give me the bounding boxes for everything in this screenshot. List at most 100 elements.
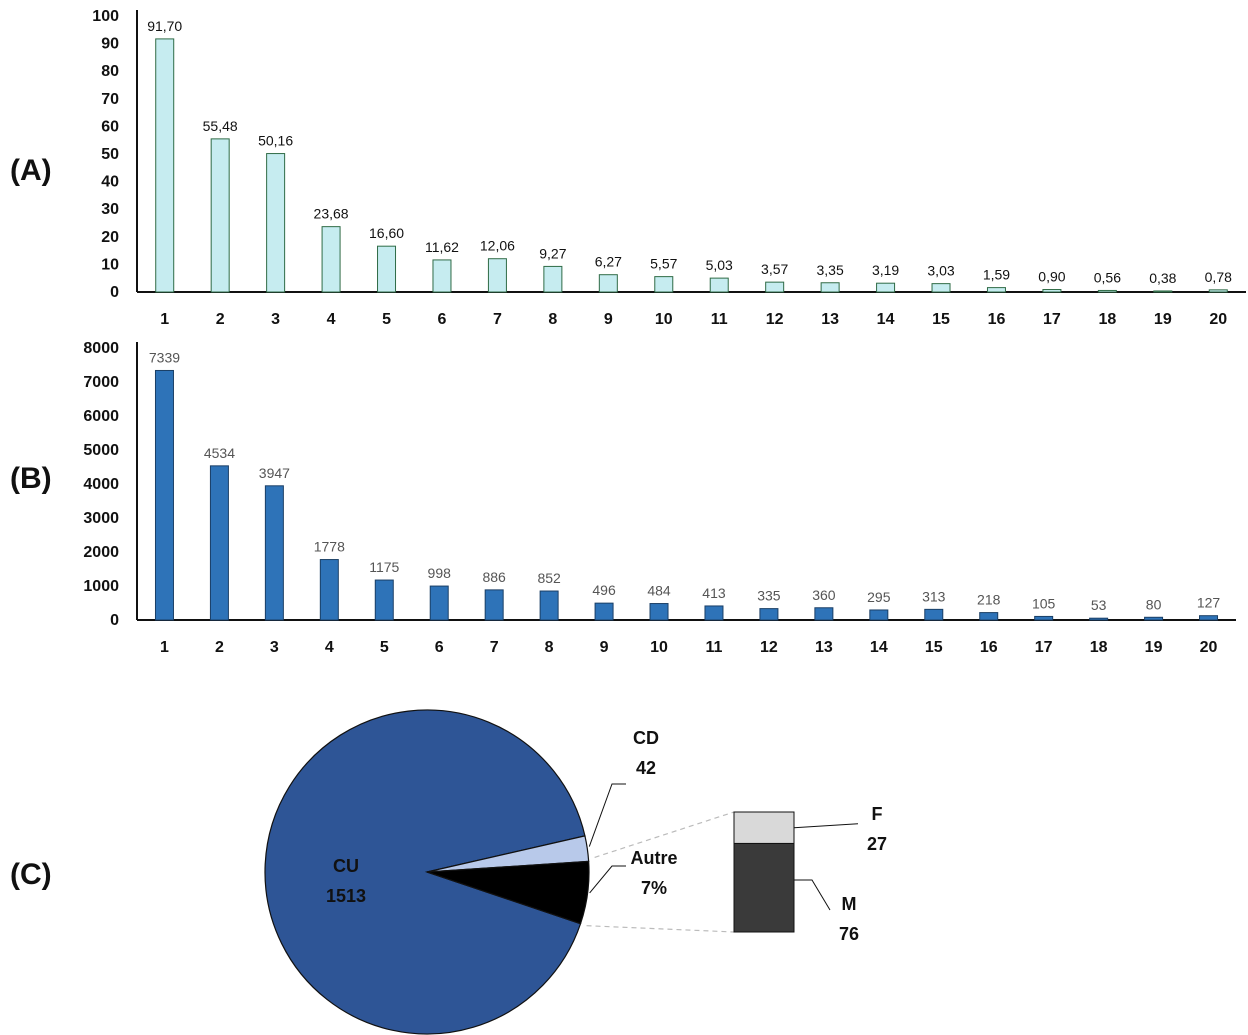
pie-label-cd-value: 42 — [636, 758, 656, 778]
bar-value-label: 313 — [922, 588, 946, 604]
breakdown-label-m-name: M — [842, 894, 857, 914]
bar-value-label: 105 — [1032, 595, 1056, 611]
bar — [1153, 290, 1173, 293]
bar — [319, 559, 339, 621]
x-tick-label: 4 — [325, 639, 334, 656]
y-tick-label: 20 — [101, 229, 119, 246]
bar-value-label: 413 — [702, 585, 726, 601]
bar — [979, 612, 999, 621]
y-tick-label: 100 — [92, 8, 119, 25]
bar — [709, 277, 729, 293]
bar — [654, 276, 674, 293]
y-tick-label: 0 — [110, 612, 119, 629]
bar — [321, 226, 341, 293]
bar-value-label: 7339 — [149, 349, 180, 365]
bar — [543, 265, 563, 293]
y-tick-label: 50 — [101, 146, 119, 163]
y-tick-label: 60 — [101, 118, 119, 135]
bar — [429, 585, 449, 621]
bar-value-label: 0,56 — [1094, 269, 1121, 285]
x-tick-label: 1 — [160, 311, 169, 328]
y-tick-label: 0 — [110, 284, 119, 301]
bar-value-label: 0,38 — [1149, 270, 1176, 286]
bar-value-label: 9,27 — [539, 245, 566, 261]
x-tick-label: 11 — [706, 639, 723, 656]
bar — [759, 608, 779, 621]
bar-value-label: 53 — [1091, 597, 1107, 613]
bar-value-label: 50,16 — [258, 133, 293, 149]
connector-line-top — [594, 811, 735, 858]
x-tick-label: 9 — [600, 639, 609, 656]
bar — [484, 589, 504, 621]
bar — [432, 259, 452, 293]
x-tick-label: 8 — [548, 311, 557, 328]
bar-value-label: 23,68 — [314, 206, 349, 222]
pie-slice-cu — [264, 709, 586, 1035]
x-tick-label: 7 — [490, 639, 499, 656]
pie-label-cu-value: 1513 — [326, 886, 366, 906]
pie-label-autre-value: 7% — [641, 878, 667, 898]
leader-line-m — [794, 879, 831, 911]
breakdown-label-f-value: 27 — [867, 834, 887, 854]
x-tick-label: 7 — [493, 311, 502, 328]
x-tick-label: 1 — [160, 639, 169, 656]
bar-value-label: 335 — [757, 588, 781, 604]
x-tick-label: 2 — [216, 311, 225, 328]
x-tick-label: 13 — [821, 311, 839, 328]
x-tick-label: 15 — [925, 639, 943, 656]
x-tick-label: 2 — [215, 639, 224, 656]
y-tick-label: 5000 — [83, 442, 119, 459]
bar-value-label: 16,60 — [369, 225, 404, 241]
bar-value-label: 218 — [977, 592, 1001, 608]
bar-value-label: 5,03 — [706, 257, 733, 273]
bar-value-label: 3,57 — [761, 261, 788, 277]
x-tick-label: 3 — [271, 311, 280, 328]
y-tick-label: 2000 — [83, 544, 119, 561]
bar-value-label: 91,70 — [147, 18, 182, 34]
y-tick-label: 80 — [101, 63, 119, 80]
bar — [1199, 615, 1219, 621]
x-tick-label: 5 — [380, 639, 389, 656]
bar — [1144, 616, 1164, 621]
panel-label-a: (A) — [10, 154, 52, 187]
bar-value-label: 295 — [867, 589, 891, 605]
x-tick-label: 5 — [382, 311, 391, 328]
bar-value-label: 3947 — [259, 465, 290, 481]
y-tick-label: 7000 — [83, 374, 119, 391]
pie-label-autre-name: Autre — [630, 848, 677, 868]
panel-label-c: (C) — [10, 858, 52, 891]
x-tick-label: 19 — [1145, 639, 1163, 656]
y-tick-label: 90 — [101, 36, 119, 53]
chart-b: (B) 010002000300040005000600070008000733… — [10, 340, 1236, 656]
y-tick-label: 6000 — [83, 408, 119, 425]
bar — [154, 369, 174, 621]
bar-value-label: 127 — [1197, 595, 1221, 611]
y-tick-label: 4000 — [83, 476, 119, 493]
bar — [1089, 617, 1109, 621]
bar — [487, 258, 507, 293]
x-tick-label: 10 — [655, 311, 673, 328]
x-tick-label: 17 — [1043, 311, 1061, 328]
bar-value-label: 484 — [647, 583, 671, 599]
x-tick-label: 14 — [870, 639, 888, 656]
x-tick-label: 20 — [1209, 311, 1227, 328]
breakdown-segment-m — [733, 842, 795, 933]
bar-value-label: 360 — [812, 587, 836, 603]
pie-label-cu-name: CU — [333, 856, 359, 876]
x-tick-label: 6 — [435, 639, 444, 656]
bar — [1097, 289, 1117, 293]
panel-label-b: (B) — [10, 462, 52, 495]
bar-value-label: 1175 — [369, 559, 399, 575]
x-tick-label: 12 — [760, 639, 778, 656]
y-tick-label: 1000 — [83, 578, 119, 595]
y-tick-label: 10 — [101, 256, 119, 273]
bar — [266, 153, 286, 293]
chart-a: (A) 010203040506070809010091,70155,48250… — [10, 8, 1246, 328]
bar-value-label: 496 — [592, 582, 616, 598]
bar — [765, 281, 785, 293]
bar-value-label: 11,62 — [425, 239, 459, 255]
bar-value-label: 886 — [482, 569, 506, 585]
leader-line-cd — [588, 783, 626, 847]
breakdown-label-m-value: 76 — [839, 924, 859, 944]
bar — [1034, 615, 1054, 621]
